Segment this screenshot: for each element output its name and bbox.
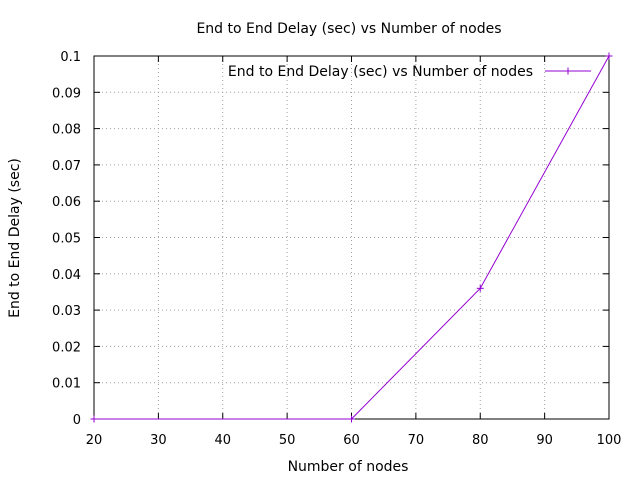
data-point <box>348 415 355 423</box>
data-point <box>476 284 484 292</box>
x-tick-label: 60 <box>343 433 360 448</box>
y-axis-label: End to End Delay (sec) <box>7 158 23 318</box>
x-axis-label: Number of nodes <box>288 459 409 475</box>
x-tick-label: 100 <box>597 433 622 448</box>
tick-marks <box>93 55 610 420</box>
series-line <box>94 55 610 420</box>
x-tick-label: 70 <box>408 433 425 448</box>
x-tick-label: 40 <box>214 433 231 448</box>
y-tick-labels: 0 0.01 0.02 0.03 0.04 0.05 0.06 0.07 0.08 0.09 0.1 <box>52 50 81 428</box>
legend: End to End Delay (sec) vs Number of node… <box>228 64 591 80</box>
y-tick-label: 0.04 <box>52 268 81 283</box>
data-point <box>605 52 613 60</box>
y-tick-label: 0.06 <box>52 195 81 210</box>
x-tick-label: 30 <box>150 433 167 448</box>
chart-title: End to End Delay (sec) vs Number of node… <box>196 21 501 37</box>
legend-label: End to End Delay (sec) vs Number of node… <box>228 64 533 80</box>
data-point <box>90 415 98 423</box>
x-tick-label: 20 <box>86 433 103 448</box>
y-tick-label: 0.07 <box>52 159 81 174</box>
y-tick-label: 0.02 <box>52 340 81 355</box>
grid <box>94 56 609 419</box>
series-layer <box>90 52 613 423</box>
x-tick-label: 50 <box>279 433 296 448</box>
x-tick-label: 80 <box>472 433 489 448</box>
legend-marker <box>564 67 572 75</box>
y-tick-label: 0.05 <box>52 232 81 247</box>
y-tick-label: 0 <box>73 413 81 428</box>
y-tick-label: 0.01 <box>52 377 81 392</box>
y-tick-label: 0.08 <box>52 123 81 138</box>
x-tick-labels: 20 30 40 50 60 70 80 90 100 <box>86 433 622 448</box>
legend-point <box>564 67 572 75</box>
y-tick-label: 0.1 <box>60 50 81 65</box>
x-tick-label: 90 <box>536 433 553 448</box>
y-tick-label: 0.09 <box>52 86 81 101</box>
y-tick-label: 0.03 <box>52 304 81 319</box>
